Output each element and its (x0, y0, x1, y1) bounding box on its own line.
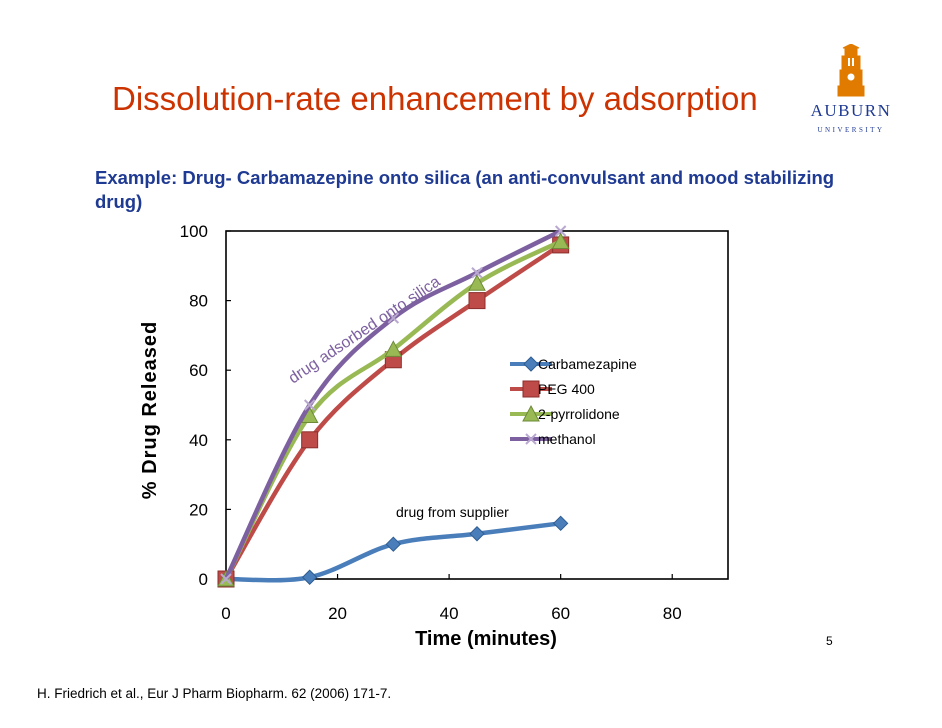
data-point (387, 312, 400, 324)
legend-swatch-marker (522, 404, 540, 422)
x-tick-label: 0 (221, 604, 230, 623)
data-point (468, 292, 486, 310)
series-carbamezapine (218, 515, 569, 587)
clock-tower-icon (837, 44, 865, 97)
y-axis-label: % Drug Released (139, 321, 161, 499)
series-methanol (220, 225, 567, 585)
data-point (303, 399, 316, 411)
x-tick-label: 80 (663, 604, 682, 623)
y-tick-label: 100 (180, 222, 208, 241)
series-2-pyrrolidone (217, 232, 570, 587)
legend-label: PEG 400 (538, 381, 595, 397)
legend-item: 2-pyrrolidone (510, 404, 620, 422)
data-point (220, 573, 232, 585)
legend-item: Carbamezapine (510, 356, 637, 372)
legend-item: PEG 400 (510, 380, 595, 398)
data-point (384, 340, 403, 357)
data-point (471, 267, 483, 279)
data-point (552, 515, 569, 532)
logo-name: AUBURN (811, 101, 892, 120)
data-point (301, 431, 319, 449)
y-tick-label: 80 (189, 292, 208, 311)
citation: H. Friedrich et al., Eur J Pharm Biophar… (37, 686, 392, 701)
legend-label: Carbamezapine (538, 356, 637, 372)
x-tick-label: 20 (328, 604, 347, 623)
data-point (551, 232, 570, 249)
annotation-drug-from-supplier: drug from supplier (396, 504, 509, 520)
x-tick-label: 60 (551, 604, 570, 623)
data-point (469, 526, 485, 542)
legend-label: 2-pyrrolidone (538, 406, 620, 422)
legend-swatch-marker (523, 356, 539, 372)
slide-number: 5 (826, 634, 833, 648)
y-tick-label: 40 (189, 431, 208, 450)
y-tick-label: 20 (189, 500, 208, 519)
example-text: Example: Drug- Carbamazepine onto silica… (95, 167, 835, 212)
x-tick-label: 40 (440, 604, 459, 623)
data-point (301, 569, 318, 585)
legend-label: methanol (538, 431, 596, 447)
plot-area (225, 230, 729, 580)
legend-swatch-marker (522, 380, 540, 398)
data-point (554, 225, 567, 237)
data-point (385, 536, 402, 552)
data-point (468, 274, 486, 291)
legend-item: methanol (510, 431, 596, 447)
series-line (223, 228, 562, 580)
slide-title: Dissolution-rate enhancement by adsorpti… (112, 80, 758, 117)
y-tick-label: 0 (199, 570, 208, 589)
series-peg-400 (217, 236, 570, 588)
x-axis-label: Time (minutes) (415, 628, 557, 650)
auburn-logo: AUBURN UNIVERSITY (811, 44, 892, 134)
y-tick-label: 60 (189, 361, 208, 380)
legend-swatch-marker (525, 433, 537, 445)
logo-subtitle: UNIVERSITY (818, 126, 885, 134)
